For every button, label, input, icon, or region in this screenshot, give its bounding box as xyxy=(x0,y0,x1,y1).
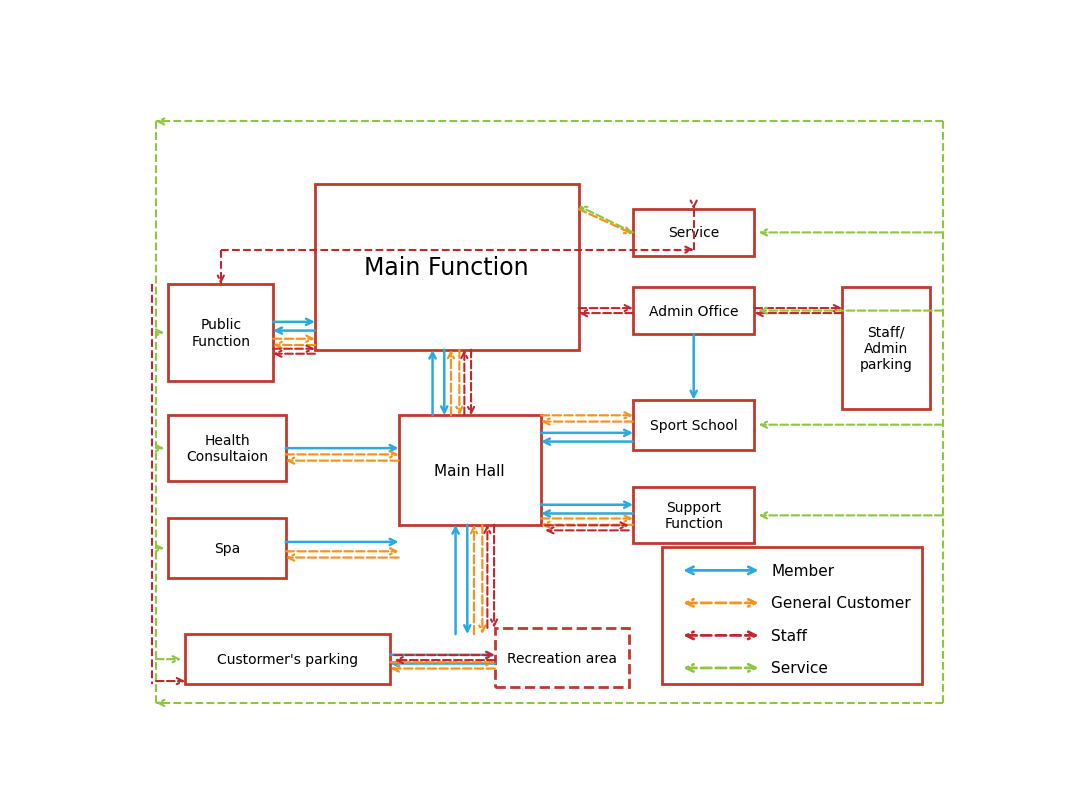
Text: Member: Member xyxy=(771,563,834,578)
Text: General Customer: General Customer xyxy=(771,595,910,611)
Text: Sport School: Sport School xyxy=(650,418,738,432)
FancyBboxPatch shape xyxy=(315,185,579,350)
FancyBboxPatch shape xyxy=(186,634,390,684)
FancyBboxPatch shape xyxy=(168,416,285,482)
Text: Main Hall: Main Hall xyxy=(434,463,505,478)
Text: Staff/
Admin
parking: Staff/ Admin parking xyxy=(860,325,913,371)
Text: Service: Service xyxy=(669,226,719,240)
Text: Service: Service xyxy=(771,661,828,676)
FancyBboxPatch shape xyxy=(168,285,273,381)
FancyBboxPatch shape xyxy=(662,547,922,684)
Text: Main Function: Main Function xyxy=(364,255,529,280)
Text: Custormer's parking: Custormer's parking xyxy=(217,652,359,667)
FancyBboxPatch shape xyxy=(495,628,629,688)
Text: Spa: Spa xyxy=(214,542,240,556)
FancyBboxPatch shape xyxy=(633,210,754,256)
FancyBboxPatch shape xyxy=(168,519,285,578)
Text: Support
Function: Support Function xyxy=(664,500,724,530)
Text: Recreation area: Recreation area xyxy=(507,650,617,665)
FancyBboxPatch shape xyxy=(399,416,541,525)
FancyBboxPatch shape xyxy=(633,288,754,335)
Text: Public
Function: Public Function xyxy=(191,318,251,348)
Text: Health
Consultaion: Health Consultaion xyxy=(186,434,268,464)
FancyBboxPatch shape xyxy=(633,487,754,544)
Text: Staff: Staff xyxy=(771,629,807,643)
Text: Admin Office: Admin Office xyxy=(649,304,739,318)
FancyBboxPatch shape xyxy=(633,400,754,450)
FancyBboxPatch shape xyxy=(842,288,930,410)
